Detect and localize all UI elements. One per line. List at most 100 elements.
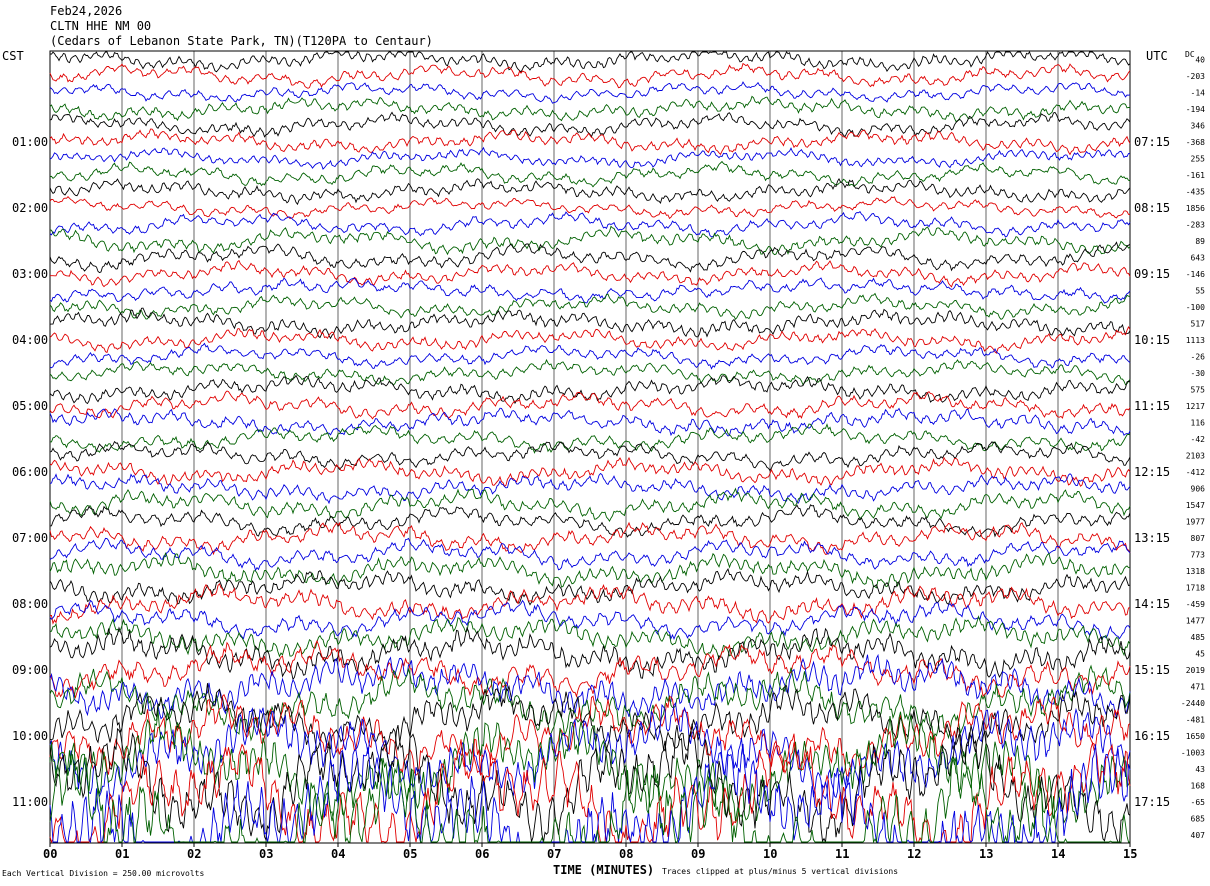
dc-offset-label: 807 <box>1191 534 1206 543</box>
x-tick-label: 06 <box>475 847 489 861</box>
trace-row <box>49 342 1131 370</box>
trace-row <box>49 664 1131 742</box>
x-tick-label: 08 <box>619 847 633 861</box>
cst-time-label: 09:00 <box>12 663 48 677</box>
x-tick-label: 12 <box>907 847 921 861</box>
header-date: Feb24,2026 <box>50 4 122 18</box>
trace-row <box>49 62 1131 89</box>
dc-offset-label: -161 <box>1186 171 1205 180</box>
left-axis-title: CST <box>2 49 24 63</box>
footer-clip-note: Traces clipped at plus/minus 5 vertical … <box>662 867 898 876</box>
dc-offset-label: 517 <box>1191 319 1206 328</box>
trace-row <box>49 292 1131 320</box>
utc-time-label: 13:15 <box>1134 531 1170 545</box>
trace-row <box>49 653 1131 720</box>
dc-offset-label: -368 <box>1186 138 1205 147</box>
trace-row <box>49 487 1131 523</box>
dc-offset-label: 346 <box>1191 121 1206 130</box>
dc-offset-label: -412 <box>1186 468 1205 477</box>
dc-offset-label: -146 <box>1186 270 1205 279</box>
trace-row <box>49 358 1131 386</box>
dc-offset-label: 55 <box>1195 286 1205 295</box>
cst-time-label: 01:00 <box>12 135 48 149</box>
dc-offset-label: -459 <box>1186 600 1205 609</box>
dc-offset-label: 1856 <box>1186 204 1205 213</box>
trace-row <box>49 307 1131 340</box>
utc-time-label: 11:15 <box>1134 399 1170 413</box>
trace-row <box>49 537 1131 572</box>
trace-row <box>49 374 1131 405</box>
dc-offset-label: 1977 <box>1186 517 1205 526</box>
dc-offset-label: -435 <box>1186 187 1205 196</box>
plot-frame <box>49 50 1131 844</box>
dc-offset-label: 1547 <box>1186 501 1205 510</box>
trace-row <box>50 259 1131 288</box>
utc-time-label: 15:15 <box>1134 663 1170 677</box>
x-tick-label: 11 <box>835 847 849 861</box>
dc-offset-label: -30 <box>1191 369 1206 378</box>
trace-row <box>49 639 1131 699</box>
trace-row <box>49 146 1131 170</box>
cst-time-label: 04:00 <box>12 333 48 347</box>
minute-tick-labels: 00 01 02 03 04 05 06 07 08 09 10 11 12 13 14 15 <box>43 847 1137 861</box>
trace-row <box>49 160 1131 188</box>
dc-offset-label: -283 <box>1186 220 1205 229</box>
cst-time-label: 02:00 <box>12 201 48 215</box>
dc-offset-label: 255 <box>1191 154 1206 163</box>
dc-offset-label: -194 <box>1186 105 1205 114</box>
trace-row <box>49 196 1131 220</box>
utc-time-label: 14:15 <box>1134 597 1170 611</box>
trace-row <box>49 472 1131 505</box>
time-labels: 01:00 02:00 03:00 04:00 05:00 06:00 07:00 08:00… <box>12 135 1170 809</box>
dc-offset-label: 485 <box>1191 633 1206 642</box>
cst-time-label: 07:00 <box>12 531 48 545</box>
x-tick-label: 01 <box>115 847 129 861</box>
trace-row <box>49 567 1131 606</box>
trace-row <box>49 599 1131 641</box>
dc-offset-label: 40 <box>1195 55 1205 64</box>
x-tick-label: 04 <box>331 847 345 861</box>
utc-time-label: 07:15 <box>1134 135 1170 149</box>
trace-row <box>49 440 1131 472</box>
dc-offset-label: -14 <box>1191 88 1206 97</box>
trace-row <box>49 694 1131 778</box>
trace-row <box>49 423 1131 454</box>
dc-offset-label: 906 <box>1191 484 1206 493</box>
dc-offset-label: 407 <box>1191 831 1206 840</box>
dc-offset-label: 45 <box>1195 649 1205 658</box>
dc-offset-label: 471 <box>1191 682 1206 691</box>
dc-offset-label: 43 <box>1195 765 1205 774</box>
dc-offset-label: 1318 <box>1186 567 1205 576</box>
utc-time-label: 08:15 <box>1134 201 1170 215</box>
x-tick-label: 02 <box>187 847 201 861</box>
trace-row <box>50 582 1131 625</box>
dc-offset-label: 1718 <box>1186 583 1205 592</box>
utc-time-label: 12:15 <box>1134 465 1170 479</box>
right-axis-title: UTC <box>1146 49 1168 63</box>
trace-row <box>49 51 1131 73</box>
dc-offset-label: -481 <box>1186 715 1205 724</box>
dc-offset-label: -65 <box>1191 798 1206 807</box>
dc-offset-label: 168 <box>1191 781 1206 790</box>
x-tick-label: 07 <box>547 847 561 861</box>
seismic-traces <box>49 51 1131 844</box>
dc-offset-label: 1477 <box>1186 616 1205 625</box>
cst-time-label: 11:00 <box>12 795 48 809</box>
x-tick-label: 13 <box>979 847 993 861</box>
trace-row <box>49 128 1131 156</box>
dc-offset-label: 2103 <box>1186 451 1205 460</box>
dc-offset-label: 116 <box>1191 418 1206 427</box>
trace-row <box>49 552 1131 589</box>
dc-offset-label: 89 <box>1195 237 1205 246</box>
cst-time-label: 05:00 <box>12 399 48 413</box>
dc-offset-label: -42 <box>1191 435 1206 444</box>
cst-time-label: 08:00 <box>12 597 48 611</box>
utc-time-label: 09:15 <box>1134 267 1170 281</box>
dc-offset-label: -2440 <box>1181 699 1205 708</box>
trace-row <box>49 743 1131 844</box>
utc-time-label: 17:15 <box>1134 795 1170 809</box>
utc-time-label: 16:15 <box>1134 729 1170 743</box>
trace-row <box>49 177 1131 206</box>
trace-row <box>49 225 1131 256</box>
